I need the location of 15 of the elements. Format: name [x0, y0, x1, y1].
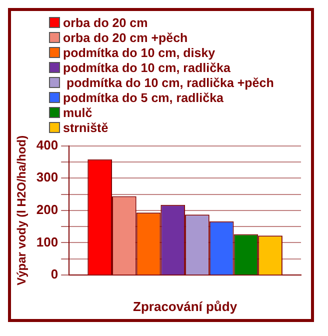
y-tick-label: 200 — [36, 202, 58, 217]
legend-label: podmítka do 5 cm, radlička — [63, 90, 224, 104]
legend-label: podmítka do 10 cm, radlička +pěch — [65, 76, 274, 90]
y-tick-label: 0 — [50, 266, 58, 282]
legend-label: strniště — [63, 120, 108, 134]
x-axis-title: Zpracování půdy — [133, 298, 238, 314]
y-axis-title: Výpar vody (l H2O/ha/hod) — [14, 135, 29, 286]
legend-label: podmítka do 10 cm, disky — [63, 46, 216, 60]
legend-label: orba do 20 cm +pěch — [63, 30, 188, 44]
legend-label: podmítka do 10 cm, radlička — [63, 60, 230, 74]
y-tick-label: 300 — [36, 170, 58, 185]
y-tick-label: 400 — [36, 137, 58, 152]
y-tick-label: 100 — [36, 234, 58, 250]
legend-label: mulč — [63, 106, 92, 120]
legend-label: orba do 20 cm — [63, 16, 148, 30]
